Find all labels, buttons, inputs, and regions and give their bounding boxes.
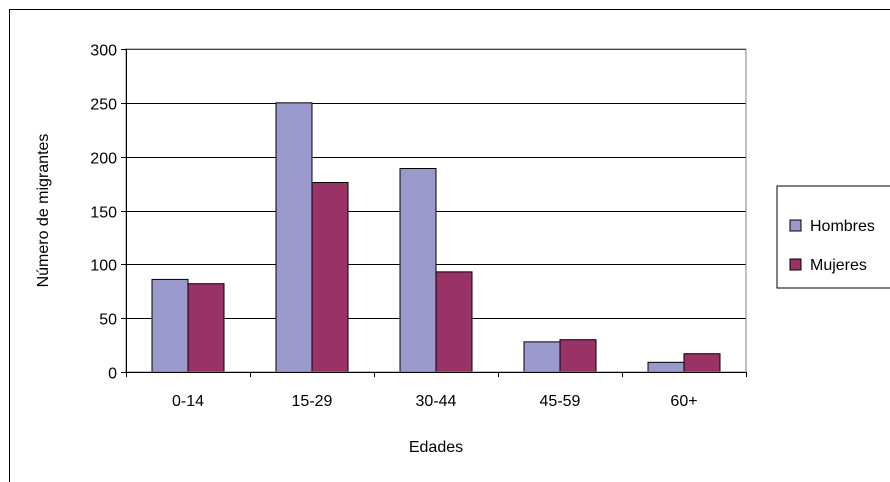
bar-mujeres-0-14 (187, 283, 225, 373)
bar-mujeres-30-44 (435, 271, 473, 373)
x-tick-label: 45-59 (540, 393, 581, 410)
y-tick-label: 200 (90, 151, 117, 168)
y-axis-title: Número de migrantes (35, 134, 52, 288)
legend-label-hombres: Hombres (810, 218, 875, 235)
x-tick-label: 30-44 (416, 393, 457, 410)
y-tick-label: 250 (90, 97, 117, 114)
x-tick-label: 15-29 (292, 393, 333, 410)
y-tick-label: 150 (90, 205, 117, 222)
legend: Hombres Mujeres (776, 185, 890, 289)
y-tick-label: 300 (90, 43, 117, 60)
chart-frame (9, 9, 890, 482)
x-tick-label: 0-14 (172, 393, 204, 410)
x-axis-title: Edades (409, 439, 463, 456)
tick-labels: 0 50 100 150 200 250 300 0-14 15-29 30-44 45-59 60+ (90, 43, 747, 410)
bar-mujeres-60+ (683, 353, 721, 373)
bar-hombres-0-14 (151, 278, 189, 373)
y-tick-label: 0 (108, 366, 117, 383)
y-tick-label: 100 (90, 258, 117, 275)
bar-hombres-45-59 (523, 341, 561, 373)
legend-box (776, 185, 890, 289)
legend-swatch-mujeres (789, 258, 802, 271)
legend-swatch-hombres (789, 219, 802, 232)
x-tick-label: 60+ (670, 393, 697, 410)
bars (151, 102, 721, 373)
bar-hombres-60+ (647, 361, 685, 373)
bar-hombres-30-44 (399, 168, 437, 373)
legend-label-mujeres: Mujeres (810, 257, 867, 274)
bar-mujeres-45-59 (559, 339, 597, 373)
bar-hombres-15-29 (275, 102, 313, 373)
y-tick-label: 50 (99, 312, 117, 329)
bar-mujeres-15-29 (311, 182, 349, 373)
axes (125, 48, 747, 373)
